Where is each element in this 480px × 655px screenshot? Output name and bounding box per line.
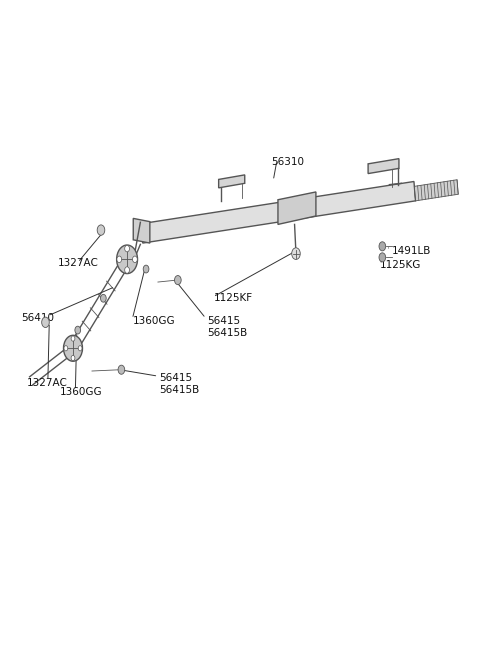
Circle shape: [175, 276, 181, 285]
Polygon shape: [278, 192, 316, 225]
Circle shape: [143, 265, 149, 273]
Circle shape: [42, 317, 49, 328]
Text: 56415: 56415: [159, 373, 192, 383]
Circle shape: [97, 225, 105, 235]
Circle shape: [379, 242, 385, 251]
Circle shape: [75, 326, 81, 334]
Circle shape: [379, 253, 385, 262]
Polygon shape: [133, 218, 150, 243]
Text: 1125KF: 1125KF: [214, 293, 253, 303]
Polygon shape: [141, 181, 416, 243]
Polygon shape: [368, 159, 399, 174]
Circle shape: [71, 336, 75, 341]
Polygon shape: [414, 179, 458, 201]
Text: 56410: 56410: [21, 312, 54, 323]
Text: 1491LB: 1491LB: [392, 246, 431, 256]
Text: 56415B: 56415B: [159, 385, 200, 395]
Circle shape: [132, 256, 137, 263]
Text: 56415: 56415: [207, 316, 240, 326]
Circle shape: [125, 246, 130, 252]
Circle shape: [117, 256, 121, 263]
Circle shape: [71, 356, 75, 361]
Text: 1327AC: 1327AC: [26, 378, 67, 388]
Text: 1360GG: 1360GG: [133, 316, 176, 326]
Circle shape: [63, 335, 83, 362]
Text: 56415B: 56415B: [207, 328, 247, 338]
Polygon shape: [219, 175, 245, 188]
Text: 1125KG: 1125KG: [380, 259, 421, 269]
Circle shape: [125, 267, 130, 273]
Text: 1327AC: 1327AC: [57, 257, 98, 267]
Circle shape: [292, 248, 300, 259]
Circle shape: [78, 346, 82, 351]
Text: 56310: 56310: [271, 157, 304, 167]
Circle shape: [100, 294, 106, 302]
Circle shape: [118, 365, 125, 374]
Text: 1360GG: 1360GG: [60, 388, 102, 398]
Circle shape: [117, 245, 137, 274]
Circle shape: [64, 346, 68, 351]
